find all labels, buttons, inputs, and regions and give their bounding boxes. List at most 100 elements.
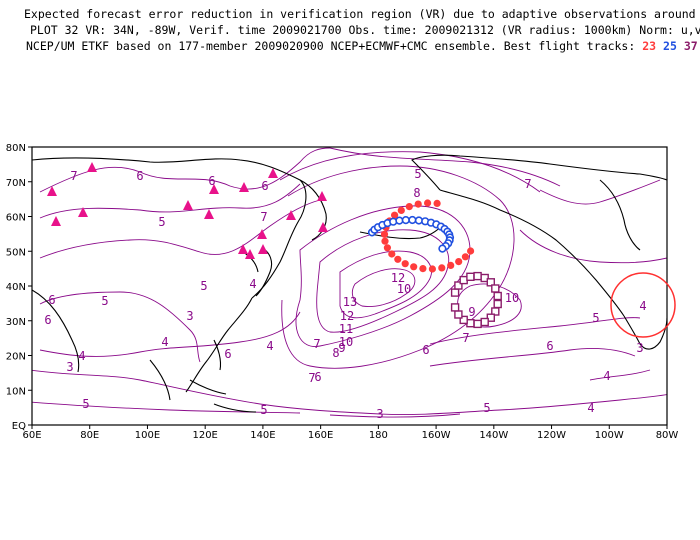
track-37-point [450,303,460,312]
title-line-3-prefix: NCEP/UM ETKF based on 177-member 2009020… [26,39,636,53]
lon-tick-label: 160E [308,430,333,441]
track-25-point [438,244,447,253]
track-37-point [454,281,463,290]
triangle-icon [318,222,328,232]
contour-line [39,147,331,193]
triangle-icon [257,229,267,239]
track-37-point [493,291,502,301]
contour-label: 7 [462,331,469,345]
track-23-point [424,199,432,207]
contour-label: 7 [313,337,320,351]
contour-label: 10 [339,335,353,349]
track-37-point [493,299,502,309]
contour-label: 10 [505,291,519,305]
lat-tick-label: 20N [6,352,26,363]
lat-tick-label: 70N [6,178,26,189]
lon-tick-label: 140E [250,430,275,441]
contour-label: 7 [260,210,267,224]
contour-label: 3 [66,360,73,374]
contour-line [32,401,301,414]
title-line-1: Expected forecast error reduction in ver… [24,7,700,21]
track-23-point [410,263,418,271]
track-23-point [405,203,413,211]
contour-label: 8 [413,186,420,200]
contour-label: 6 [546,339,553,353]
triangle-icon [47,186,57,196]
triangle-icon [51,216,61,226]
track-23-point [391,211,399,219]
track-23-point [414,200,422,208]
contour-label: 4 [161,335,168,349]
triangle-icon [286,210,296,220]
contour-label: 9 [338,341,345,355]
lon-tick-label: 60E [22,430,41,441]
lon-tick-label: 80W [656,430,679,441]
contour-label: 7 [70,169,77,183]
contour-label: 12 [391,271,405,285]
track-37-point [486,313,495,322]
contour-label: 4 [603,369,610,383]
contour-label: 6 [224,347,231,361]
contour-label: 9 [468,305,475,319]
track-37-point [491,284,500,293]
contour-label: 10 [397,282,411,296]
contour-line [329,147,561,187]
track-37-point [459,315,468,325]
triangle-icon [204,209,214,219]
track-37-point [491,307,500,316]
track-23-point [433,199,441,207]
contour-label: 13 [343,295,357,309]
contour-label: 5 [260,403,267,417]
coastline [299,179,327,241]
triangle-icon [239,182,249,192]
lat-tick-label: 30N [6,317,26,328]
track-37-point [466,272,475,281]
flight-tracks [367,199,502,329]
title-line-2: PLOT 32 VR: 34N, -89W, Verif. time 20090… [30,23,700,37]
track-25-point [401,216,410,225]
coastline [599,179,641,251]
contour-label: 3 [186,309,193,323]
track-37-point [473,271,482,281]
contour-line [279,151,541,193]
triangle-icon [245,249,255,259]
contour-line [39,199,321,259]
track-25-point [395,216,404,225]
track-23-point [461,253,469,261]
lon-tick-label: 180 [369,430,388,441]
contour-line [429,347,636,367]
coastline [32,157,307,299]
lon-tick-label: 140W [479,430,508,441]
contour-label: 6 [136,169,143,183]
lat-tick-label: 40N [6,282,26,293]
coastline [213,339,222,371]
coastline [439,189,625,317]
contour-label: 5 [101,294,108,308]
track-37-point [466,319,475,328]
verification-region-circle [610,272,676,338]
track-37-point [486,278,495,287]
contour-label: 5 [158,215,165,229]
lon-tick-label: 80E [80,430,99,441]
triangle-icon [258,244,268,254]
triangle-icon [317,191,327,201]
track-label-25: 25 [663,39,677,53]
contour-label: 4 [249,277,256,291]
lat-tick-label: 60N [6,213,26,224]
lat-tick-label: 10N [6,386,26,397]
track-23-point [381,237,389,245]
triangle-icon [238,244,248,254]
track-37-point [450,288,460,297]
track-label-37: 37 [683,39,698,53]
track-23-point [394,255,402,263]
contour-label: 3 [636,341,643,355]
lat-tick-label: 80N [6,143,26,154]
track-37-point [480,317,489,327]
lon-tick-label: 100E [135,430,160,441]
contour-line [39,183,301,219]
contour-label: 7 [308,371,315,385]
track-37-point [473,319,482,329]
contour-line [316,229,450,333]
contour-line [39,291,201,363]
